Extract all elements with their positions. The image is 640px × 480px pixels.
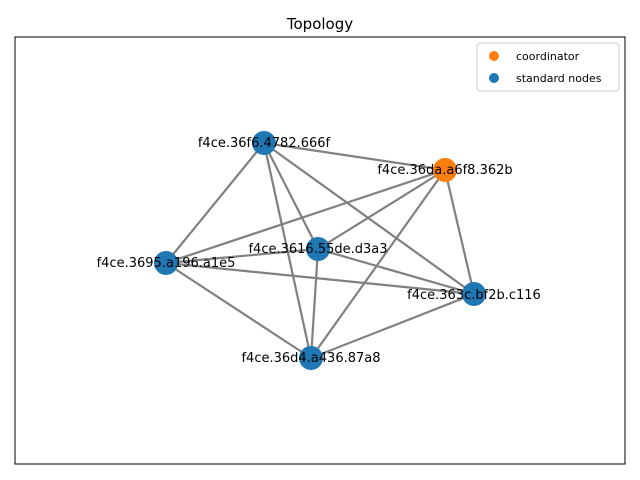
figure-title: Topology xyxy=(286,15,353,33)
node-label-n2: f4ce.36da.a6f8.362b xyxy=(377,163,512,178)
edge-n4-n6 xyxy=(165,262,312,359)
edges-layer xyxy=(165,141,476,360)
edge-n3-n6 xyxy=(309,248,320,359)
edge-n4-n5 xyxy=(165,261,475,296)
edge-n1-n4 xyxy=(165,142,265,264)
edge-n2-n6 xyxy=(310,169,446,359)
edge-n5-n6 xyxy=(310,292,475,360)
labels-layer: f4ce.36f6.4782.666f f4ce.36da.a6f8.362b f4… xyxy=(97,136,541,366)
legend-box xyxy=(476,42,620,92)
node-n4[interactable] xyxy=(154,251,178,275)
legend: coordinator standard nodes xyxy=(476,42,620,92)
edge-n2-n3 xyxy=(317,169,446,250)
node-n6[interactable] xyxy=(299,346,323,370)
legend-standard-label: standard nodes xyxy=(516,72,602,85)
edge-n2-n5 xyxy=(443,169,476,295)
legend-standard-marker xyxy=(489,73,499,83)
node-n1[interactable] xyxy=(252,131,276,155)
edge-n1-n2 xyxy=(263,141,446,172)
legend-coordinator-label: coordinator xyxy=(516,50,580,63)
node-label-n1: f4ce.36f6.4782.666f xyxy=(198,136,331,151)
node-label-n4: f4ce.3695.a196.a1e5 xyxy=(97,256,236,271)
edge-n1-n6 xyxy=(262,142,313,359)
node-n5[interactable] xyxy=(462,282,486,306)
edge-n3-n4 xyxy=(165,247,319,265)
legend-coordinator-marker xyxy=(489,51,499,61)
node-label-n3: f4ce.3616.55de.d3a3 xyxy=(248,242,387,257)
plot-frame xyxy=(14,36,626,465)
node-label-n5: f4ce.363c.bf2b.c116 xyxy=(407,288,541,303)
edge-n1-n3 xyxy=(263,142,319,250)
node-n2-coordinator[interactable] xyxy=(433,158,457,182)
nodes-layer xyxy=(154,131,486,370)
node-label-n6: f4ce.36d4.a436.87a8 xyxy=(241,351,380,366)
edge-n2-n4 xyxy=(165,168,446,265)
node-n3[interactable] xyxy=(306,237,330,261)
edge-n3-n5 xyxy=(317,247,475,296)
